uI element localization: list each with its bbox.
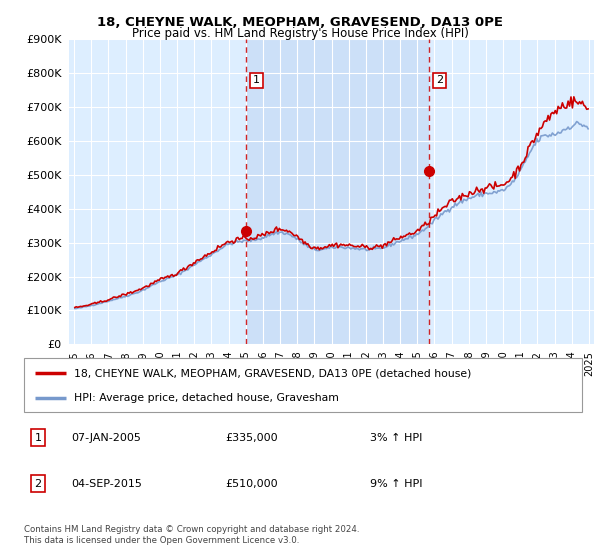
Text: £510,000: £510,000: [225, 479, 278, 489]
Text: £335,000: £335,000: [225, 432, 278, 442]
Text: 1: 1: [253, 76, 260, 86]
Text: Price paid vs. HM Land Registry's House Price Index (HPI): Price paid vs. HM Land Registry's House …: [131, 27, 469, 40]
Text: 1: 1: [34, 432, 41, 442]
Text: 07-JAN-2005: 07-JAN-2005: [71, 432, 142, 442]
Text: 04-SEP-2015: 04-SEP-2015: [71, 479, 142, 489]
Text: HPI: Average price, detached house, Gravesham: HPI: Average price, detached house, Grav…: [74, 393, 339, 403]
Text: 9% ↑ HPI: 9% ↑ HPI: [370, 479, 422, 489]
Text: 2: 2: [34, 479, 41, 489]
Text: 18, CHEYNE WALK, MEOPHAM, GRAVESEND, DA13 0PE (detached house): 18, CHEYNE WALK, MEOPHAM, GRAVESEND, DA1…: [74, 368, 472, 379]
Text: 2: 2: [436, 76, 443, 86]
Bar: [246, 39, 429, 344]
FancyBboxPatch shape: [24, 358, 582, 412]
Text: Contains HM Land Registry data © Crown copyright and database right 2024.
This d: Contains HM Land Registry data © Crown c…: [24, 525, 359, 545]
Text: 18, CHEYNE WALK, MEOPHAM, GRAVESEND, DA13 0PE: 18, CHEYNE WALK, MEOPHAM, GRAVESEND, DA1…: [97, 16, 503, 29]
Text: 3% ↑ HPI: 3% ↑ HPI: [370, 432, 422, 442]
